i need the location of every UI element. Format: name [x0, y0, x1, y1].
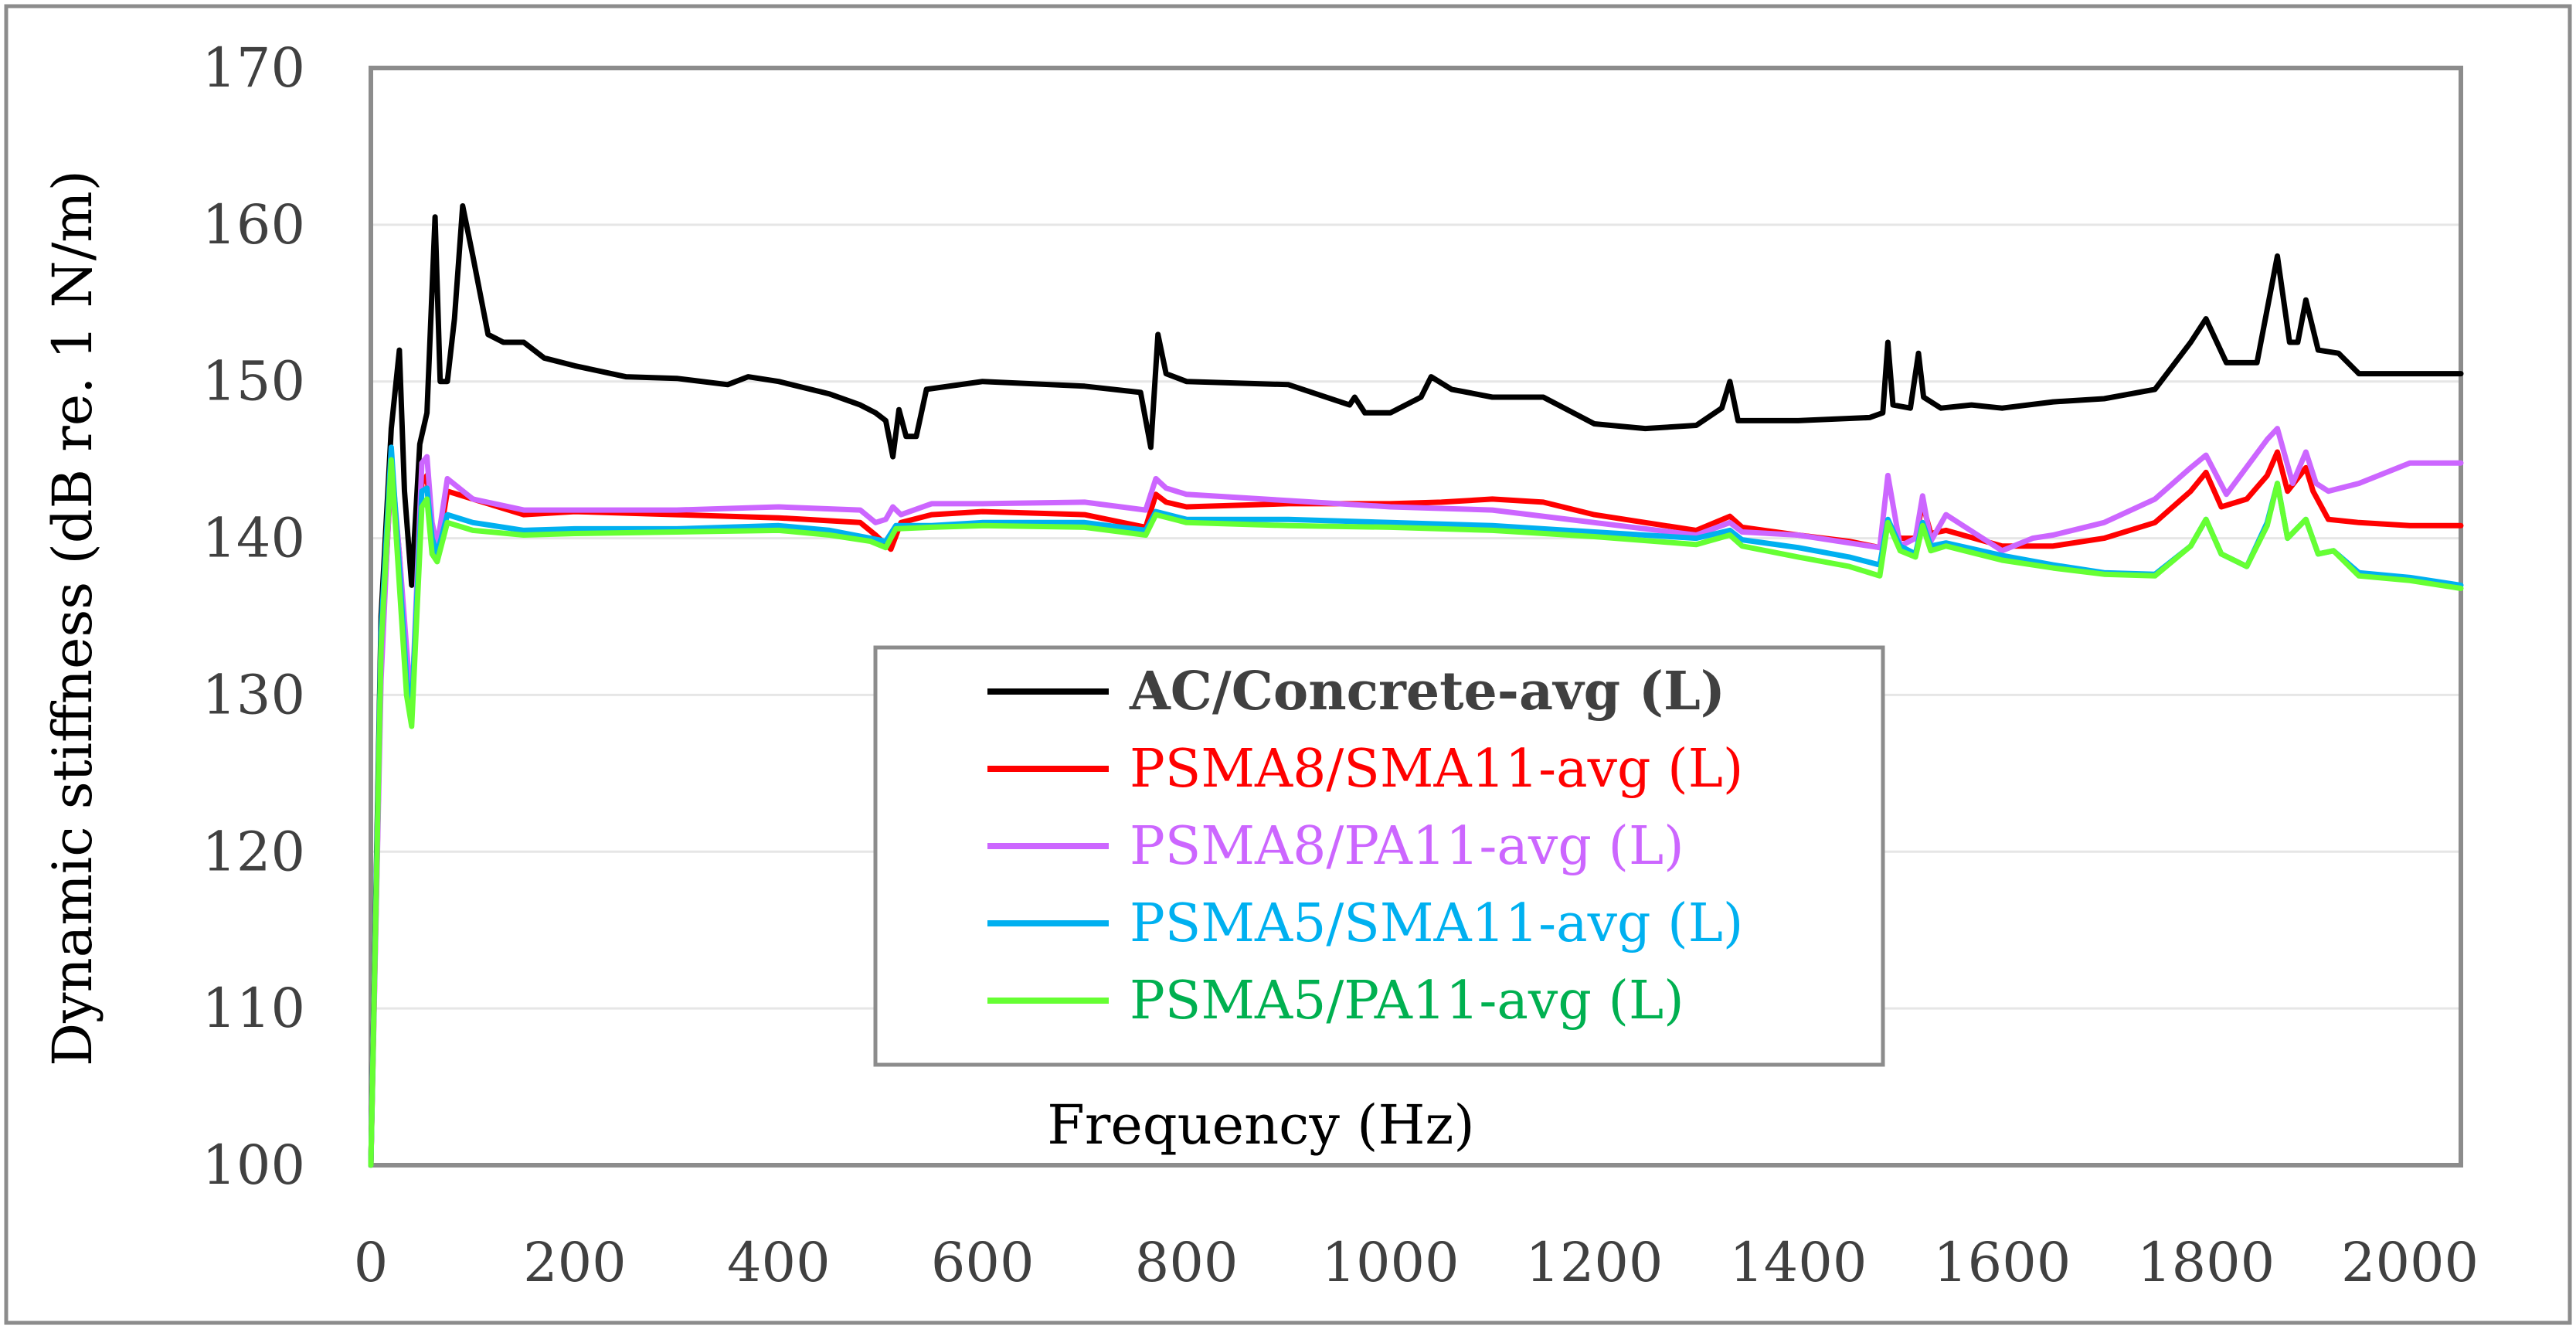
- y-axis-tick-labels: 100 110 120 130 140 150 160 170: [202, 36, 305, 1197]
- x-tick-label-800: 800: [1135, 1231, 1239, 1294]
- legend-label-3: PSMA8/PA11-avg (L): [1130, 816, 1684, 877]
- x-tick-label-1200: 1200: [1525, 1231, 1663, 1294]
- series-line-5: [368, 457, 2464, 1168]
- y-tick-label-160: 160: [202, 193, 305, 257]
- legend-label-2: PSMA8/SMA11-avg (L): [1130, 739, 1743, 800]
- x-tick-label-1800: 1800: [2137, 1231, 2275, 1294]
- y-tick-label-130: 130: [202, 663, 305, 726]
- x-tick-label-600: 600: [931, 1231, 1035, 1294]
- series-line-1: [368, 203, 2464, 1168]
- x-axis-tick-labels: 0 200 400 600 800 1000 1200 1400 1600 1800 2000: [354, 1231, 2479, 1294]
- legend-box: [873, 645, 1885, 1067]
- x-tick-label-0: 0: [354, 1231, 389, 1294]
- x-tick-label-2000: 2000: [2341, 1231, 2479, 1294]
- y-tick-label-170: 170: [202, 36, 305, 100]
- y-tick-label-140: 140: [202, 507, 305, 570]
- x-tick-label-200: 200: [523, 1231, 627, 1294]
- legend-label-1: AC/Concrete-avg (L): [1129, 661, 1725, 722]
- plot-area-border: [369, 66, 2463, 1168]
- legend-label-5: PSMA5/PA11-avg (L): [1130, 970, 1684, 1032]
- x-tick-label-1400: 1400: [1729, 1231, 1867, 1294]
- y-tick-label-100: 100: [202, 1134, 305, 1197]
- y-tick-label-120: 120: [202, 820, 305, 883]
- y-tick-label-110: 110: [202, 977, 305, 1040]
- y-axis-title: Dynamic stiffness (dB re. 1 N/m): [41, 170, 104, 1066]
- x-tick-label-1000: 1000: [1321, 1231, 1459, 1294]
- x-axis-title: Frequency (Hz): [1047, 1093, 1474, 1157]
- series-line-2: [368, 449, 2464, 1168]
- legend: AC/Concrete-avg (L) PSMA8/SMA11-avg (L) PS…: [873, 645, 1885, 1067]
- y-tick-label-150: 150: [202, 350, 305, 413]
- series-line-3: [368, 426, 2464, 1168]
- legend-label-4: PSMA5/SMA11-avg (L): [1130, 893, 1743, 954]
- series-lines: [368, 203, 2464, 1168]
- x-tick-label-1600: 1600: [1933, 1231, 2071, 1294]
- x-tick-label-400: 400: [727, 1231, 831, 1294]
- legend-entries: AC/Concrete-avg (L) PSMA8/SMA11-avg (L) PS…: [987, 661, 1743, 1032]
